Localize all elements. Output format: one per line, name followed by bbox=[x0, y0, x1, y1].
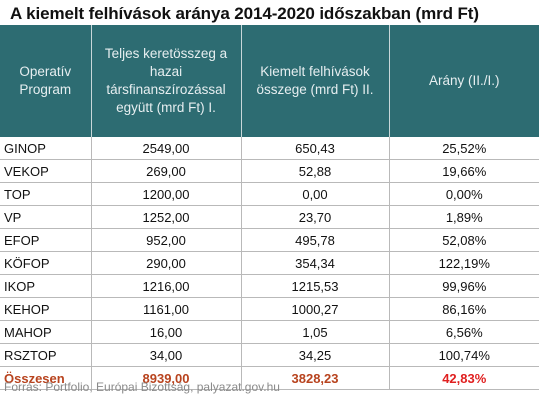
cell-ratio: 86,16% bbox=[388, 297, 539, 321]
cell-ratio: 122,19% bbox=[388, 251, 539, 275]
table-row: VEKOP 269,00 52,88 19,66% bbox=[0, 159, 539, 183]
cell-highlighted: 52,88 bbox=[240, 159, 389, 183]
cell-highlighted: 1215,53 bbox=[240, 274, 389, 298]
cell-total: 1252,00 bbox=[90, 205, 241, 229]
table-row: TOP 1200,00 0,00 0,00% bbox=[0, 182, 539, 206]
cell-program: RSZTOP bbox=[0, 343, 91, 367]
cell-highlighted: 650,43 bbox=[240, 137, 389, 160]
cell-total: 1161,00 bbox=[90, 297, 241, 321]
cell-ratio: 52,08% bbox=[388, 228, 539, 252]
cell-total: 34,00 bbox=[90, 343, 241, 367]
cell-highlighted: 1,05 bbox=[240, 320, 389, 344]
source-note: Forrás: Portfolio, Európai Bizottság, pa… bbox=[4, 380, 280, 394]
table-row: IKOP 1216,00 1215,53 99,96% bbox=[0, 274, 539, 298]
summary-highlighted: 3828,23 bbox=[240, 366, 389, 390]
cell-program: KÖFOP bbox=[0, 251, 91, 275]
cell-highlighted: 1000,27 bbox=[240, 297, 389, 321]
cell-highlighted: 0,00 bbox=[240, 182, 389, 206]
data-table: Operatív Program Teljes keretösszeg a ha… bbox=[0, 25, 539, 390]
cell-ratio: 1,89% bbox=[388, 205, 539, 229]
cell-total: 1200,00 bbox=[90, 182, 241, 206]
table-row: RSZTOP 34,00 34,25 100,74% bbox=[0, 343, 539, 367]
summary-ratio: 42,83% bbox=[388, 366, 539, 390]
cell-total: 1216,00 bbox=[90, 274, 241, 298]
cell-total: 290,00 bbox=[90, 251, 241, 275]
header-ratio: Arány (II./I.) bbox=[388, 25, 539, 137]
table-row: KÖFOP 290,00 354,34 122,19% bbox=[0, 251, 539, 275]
table-row: EFOP 952,00 495,78 52,08% bbox=[0, 228, 539, 252]
cell-total: 269,00 bbox=[90, 159, 241, 183]
table-title: A kiemelt felhívások aránya 2014-2020 id… bbox=[10, 4, 479, 23]
header-row: Operatív Program Teljes keretösszeg a ha… bbox=[0, 25, 539, 137]
cell-program: TOP bbox=[0, 182, 91, 206]
header-total: Teljes keretösszeg a hazai társfinanszír… bbox=[90, 25, 241, 137]
cell-highlighted: 354,34 bbox=[240, 251, 389, 275]
cell-program: MAHOP bbox=[0, 320, 91, 344]
cell-program: GINOP bbox=[0, 137, 91, 160]
cell-highlighted: 34,25 bbox=[240, 343, 389, 367]
cell-ratio: 99,96% bbox=[388, 274, 539, 298]
table-row: KEHOP 1161,00 1000,27 86,16% bbox=[0, 297, 539, 321]
cell-ratio: 25,52% bbox=[388, 137, 539, 160]
header-highlighted: Kiemelt felhívások összege (mrd Ft) II. bbox=[240, 25, 389, 137]
cell-program: KEHOP bbox=[0, 297, 91, 321]
cell-ratio: 100,74% bbox=[388, 343, 539, 367]
cell-ratio: 0,00% bbox=[388, 182, 539, 206]
table-row: GINOP 2549,00 650,43 25,52% bbox=[0, 137, 539, 160]
cell-program: VEKOP bbox=[0, 159, 91, 183]
cell-program: IKOP bbox=[0, 274, 91, 298]
table-row: MAHOP 16,00 1,05 6,56% bbox=[0, 320, 539, 344]
cell-ratio: 6,56% bbox=[388, 320, 539, 344]
cell-total: 2549,00 bbox=[90, 137, 241, 160]
summary-label: Összesen bbox=[0, 366, 91, 390]
table-row: VP 1252,00 23,70 1,89% bbox=[0, 205, 539, 229]
cell-program: VP bbox=[0, 205, 91, 229]
cell-ratio: 19,66% bbox=[388, 159, 539, 183]
summary-total: 8939,00 bbox=[90, 366, 241, 390]
cell-program: EFOP bbox=[0, 228, 91, 252]
cell-highlighted: 23,70 bbox=[240, 205, 389, 229]
header-program: Operatív Program bbox=[0, 25, 91, 137]
summary-row: Összesen 8939,00 3828,23 42,83% bbox=[0, 366, 539, 390]
cell-total: 16,00 bbox=[90, 320, 241, 344]
cell-highlighted: 495,78 bbox=[240, 228, 389, 252]
cell-total: 952,00 bbox=[90, 228, 241, 252]
